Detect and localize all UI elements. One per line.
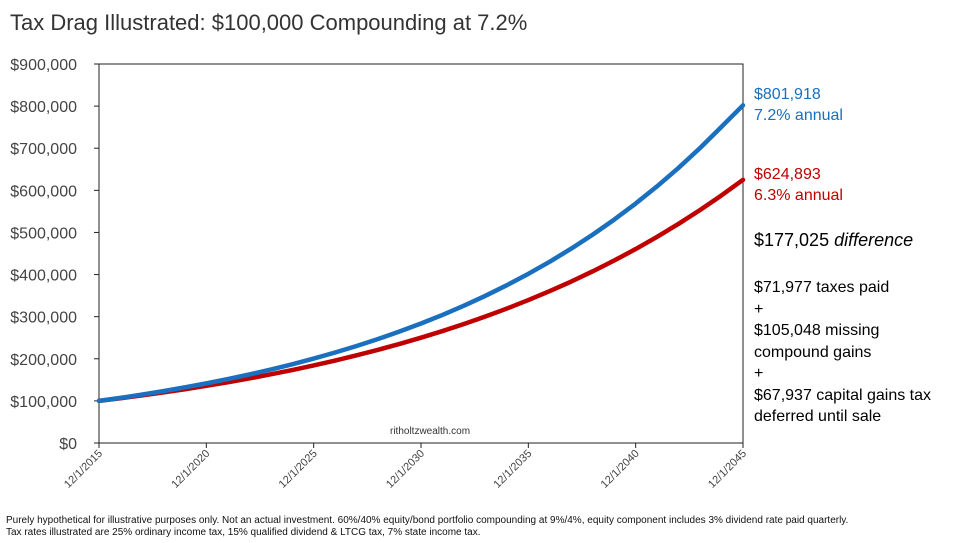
y-tick-label: $900,000 [10,57,77,74]
x-tick-label: 12/1/2040 [599,448,642,491]
missing-gains-text: $105,048 missing [754,322,880,339]
y-tick-label: $500,000 [10,225,77,242]
deferred-tax-text: $67,937 capital gains tax [754,386,932,404]
footnote-line-1: Purely hypothetical for illustrative pur… [6,515,849,526]
y-tick-label: $600,000 [10,183,77,200]
x-tick-label: 12/1/2045 [706,448,749,491]
y-tick-label: $700,000 [10,141,77,158]
deferred-tax-text-2: deferred until sale [754,408,882,425]
blue-end-annotation: $801,918 7.2% annual [754,84,843,126]
x-axis-ticks: 12/1/2015 12/1/2020 12/1/2025 12/1/2030 12/1… [62,443,749,491]
y-tick-label: $300,000 [10,310,77,327]
blue-annual-rate: 7.2% annual [754,107,843,124]
blue-final-value: $801,918 [754,86,821,103]
y-tick-label: $0 [59,436,77,453]
footnote: Purely hypothetical for illustrative pur… [6,515,848,539]
x-tick-label: 12/1/2020 [169,448,212,491]
red-series-line [96,177,746,404]
red-annual-rate: 6.3% annual [754,187,843,204]
x-tick-label: 12/1/2035 [491,448,534,491]
blue-series-line [96,103,746,404]
x-tick-label: 12/1/2015 [62,448,105,491]
missing-gains-text-2: compound gains [754,343,872,361]
y-axis-ticks: $0 $100,000 $200,000 $300,000 $400,000 $500,0… [10,57,99,453]
plus-sign: + [754,300,764,318]
watermark-text: ritholtzwealth.com [390,426,471,437]
series-lines [96,103,746,404]
difference-amount: $177,025 [754,230,830,250]
red-end-annotation: $624,893 6.3% annual [754,164,843,206]
taxes-paid-text: $71,977 taxes paid [754,279,890,296]
x-tick-label: 12/1/2025 [277,448,320,491]
chart-title: Tax Drag Illustrated: $100,000 Compoundi… [10,10,528,35]
y-tick-label: $100,000 [10,394,77,411]
footnote-line-2: Tax rates illustrated are 25% ordinary i… [6,527,481,538]
plus-sign-2: + [754,365,764,382]
difference-breakdown: $71,977 taxes paid + $105,048 missing co… [754,277,931,428]
difference-word: difference [834,230,914,250]
y-tick-label: $200,000 [10,352,77,369]
y-tick-label: $800,000 [10,99,77,116]
red-final-value: $624,893 [754,166,821,183]
x-tick-label: 12/1/2030 [384,448,427,491]
difference-annotation: $177,025 difference [754,230,913,251]
y-tick-label: $400,000 [10,268,77,285]
